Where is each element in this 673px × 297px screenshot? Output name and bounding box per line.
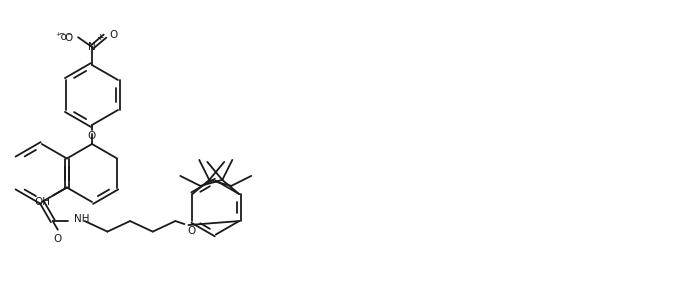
Text: ⁺o⁻: ⁺o⁻ bbox=[56, 32, 73, 42]
Text: $^{-}$O: $^{-}$O bbox=[58, 31, 74, 43]
Text: O: O bbox=[54, 234, 62, 244]
Text: OH: OH bbox=[34, 197, 50, 206]
Text: +: + bbox=[96, 33, 104, 42]
Text: N: N bbox=[88, 42, 96, 52]
Text: O: O bbox=[109, 30, 117, 40]
Text: O: O bbox=[187, 226, 196, 236]
Text: O: O bbox=[88, 131, 96, 141]
Text: NH: NH bbox=[74, 214, 90, 224]
